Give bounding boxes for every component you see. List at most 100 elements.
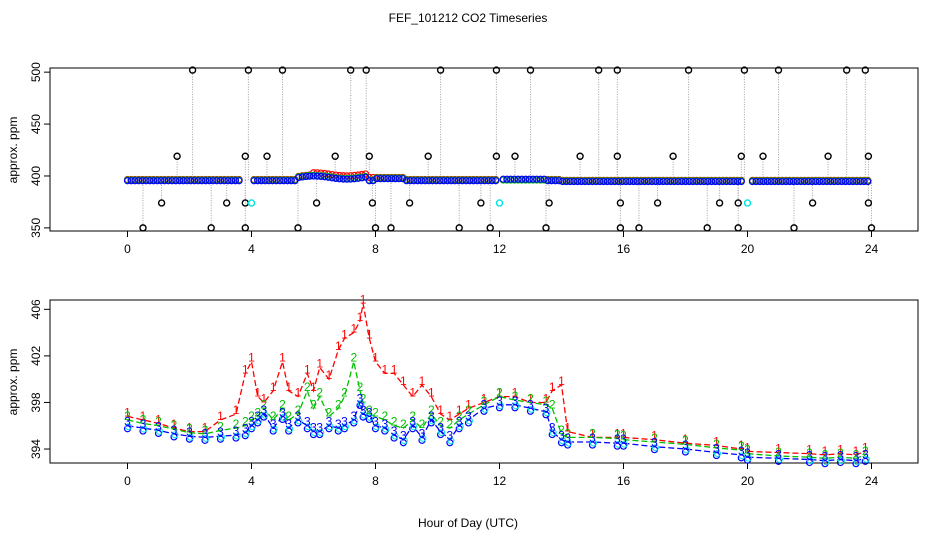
- series-1-label: 1: [295, 386, 302, 400]
- raw-outlier-point: [365, 152, 373, 160]
- series-3-point: [172, 177, 180, 185]
- series-3-label: 3: [279, 405, 286, 419]
- series-1-label: 1: [316, 357, 323, 371]
- series-3-point: [585, 177, 593, 186]
- series-3-point: [190, 177, 199, 185]
- series-3-point: [600, 177, 608, 186]
- series-3-point: [793, 177, 801, 186]
- series-1-label: 1: [186, 421, 193, 435]
- cyan-point: [202, 434, 210, 442]
- series-3-label: 3: [270, 417, 277, 431]
- series-3-label: 3: [527, 397, 534, 411]
- series-2-label: 2: [304, 380, 311, 394]
- series-2-label: 2: [400, 417, 407, 431]
- raw-outlier-point: [616, 199, 625, 207]
- series-2-label: 2: [589, 426, 596, 440]
- series-2-label: 2: [261, 397, 268, 411]
- series-3-point: [570, 177, 578, 186]
- series-3-point: [205, 177, 213, 185]
- cyan-point: [456, 423, 464, 431]
- series-1-label: 1: [682, 432, 689, 446]
- series-3-point: [644, 177, 652, 186]
- raw-outlier-point: [139, 224, 147, 232]
- series-3-label: 3: [350, 409, 357, 423]
- series-3-point: [365, 177, 373, 185]
- series-2-label: 2: [316, 386, 323, 400]
- series-3-point: [231, 177, 239, 185]
- series-3-point: [674, 177, 682, 186]
- series-3-point: [343, 175, 351, 183]
- series-1-line: [127, 303, 618, 439]
- raw-outlier-point: [616, 224, 625, 232]
- cyan-point: [342, 423, 349, 431]
- raw-outlier-point: [653, 199, 662, 207]
- cyan-point: [549, 429, 557, 437]
- series-3-label: 3: [620, 432, 627, 446]
- series-1-label: 1: [202, 421, 209, 435]
- series-3-point: [213, 177, 221, 185]
- series-2-label: 2: [295, 403, 302, 417]
- series-2-label: 2: [391, 415, 398, 429]
- series-3-label: 3: [171, 423, 178, 437]
- series-3-point: [488, 177, 496, 185]
- series-3-point: [402, 177, 411, 185]
- series-2-label: 2: [543, 394, 550, 408]
- series-3-label: 3: [614, 432, 621, 446]
- cyan-point: [255, 417, 263, 425]
- series-2-label: 2: [335, 397, 342, 411]
- raw-outlier-point: [759, 152, 767, 160]
- series-3-point: [358, 174, 366, 182]
- top-x-tick-label: 16: [617, 242, 631, 256]
- cyan-point: [776, 455, 783, 463]
- top-y-tick-label: 350: [29, 218, 43, 238]
- series-1-label: 1: [456, 403, 463, 417]
- cyan-point: [382, 425, 390, 433]
- series-3-point: [179, 177, 187, 185]
- cyan-point: [295, 417, 303, 425]
- raw-outlier-point: [740, 66, 749, 74]
- series-3-point: [135, 177, 143, 185]
- series-2-label: 2: [744, 443, 751, 457]
- series-3-point: [443, 177, 452, 185]
- series-3-label: 3: [326, 415, 333, 429]
- series-3-point: [123, 177, 132, 185]
- series-3-point: [704, 177, 712, 186]
- series-3-point: [272, 177, 280, 185]
- series-1-line: [747, 450, 866, 456]
- cyan-point: [512, 402, 520, 410]
- series-3-point: [797, 177, 805, 186]
- series-1-label: 1: [558, 374, 565, 388]
- series-1-label: 1: [350, 322, 357, 336]
- cyan-point: [481, 405, 489, 413]
- series-2-label: 2: [738, 439, 745, 453]
- top-x-tick-label: 4: [248, 242, 255, 256]
- series-3-point: [685, 177, 693, 186]
- cyan-point: [528, 405, 535, 413]
- cyan-point: [261, 411, 269, 419]
- raw-outlier-point: [808, 199, 817, 207]
- series-3-point: [354, 174, 362, 182]
- series-3-point: [577, 177, 585, 186]
- series-3-point: [696, 177, 704, 186]
- series-3-label: 3: [465, 409, 472, 423]
- series-2-label: 2: [806, 446, 813, 460]
- raw-outlier-point: [576, 152, 584, 160]
- series-2-label: 2: [512, 389, 519, 403]
- series-3-point: [804, 177, 812, 186]
- series-3-label: 3: [391, 424, 398, 438]
- series-3-label: 3: [822, 450, 829, 464]
- series-3-point: [767, 177, 775, 186]
- series-1-label: 1: [713, 435, 720, 449]
- series-3-point: [451, 177, 459, 185]
- series-3-point: [350, 175, 359, 183]
- series-1-label: 1: [242, 362, 249, 376]
- series-3-point: [428, 177, 437, 185]
- series-3-point: [295, 173, 303, 182]
- series-3-label: 3: [447, 429, 454, 443]
- series-1-label: 1: [837, 443, 844, 457]
- raw-outlier-point: [347, 66, 355, 74]
- series-3-point: [254, 177, 262, 185]
- cyan-point: [743, 199, 752, 207]
- series-3-label: 3: [496, 394, 503, 408]
- series-3-point: [335, 175, 344, 183]
